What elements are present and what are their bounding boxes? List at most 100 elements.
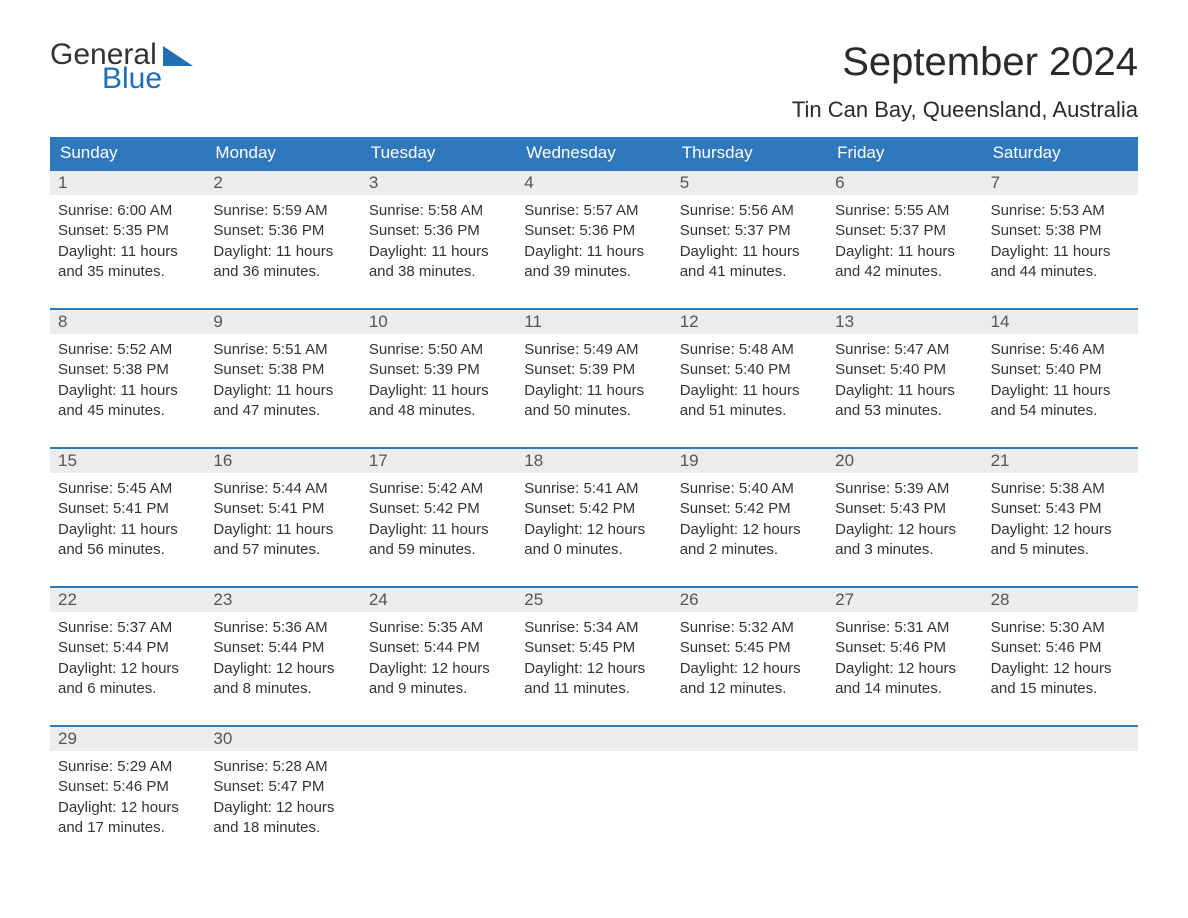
daylight-text-line1: Daylight: 12 hours bbox=[680, 520, 819, 540]
day-cell: Sunrise: 6:00 AMSunset: 5:35 PMDaylight:… bbox=[50, 195, 205, 292]
daylight-text-line2: and 3 minutes. bbox=[835, 540, 974, 560]
title-block: September 2024 Tin Can Bay, Queensland, … bbox=[792, 40, 1138, 123]
day-number bbox=[983, 727, 1138, 751]
day-number bbox=[827, 727, 982, 751]
sunrise-text: Sunrise: 5:32 AM bbox=[680, 618, 819, 638]
sunrise-text: Sunrise: 5:29 AM bbox=[58, 757, 197, 777]
day-number: 13 bbox=[827, 310, 982, 334]
sunrise-text: Sunrise: 5:58 AM bbox=[369, 201, 508, 221]
daylight-text-line1: Daylight: 11 hours bbox=[58, 381, 197, 401]
day-number: 26 bbox=[672, 588, 827, 612]
day-cell: Sunrise: 5:59 AMSunset: 5:36 PMDaylight:… bbox=[205, 195, 360, 292]
daylight-text-line1: Daylight: 12 hours bbox=[58, 659, 197, 679]
day-cell: Sunrise: 5:58 AMSunset: 5:36 PMDaylight:… bbox=[361, 195, 516, 292]
daylight-text-line2: and 17 minutes. bbox=[58, 818, 197, 838]
daylight-text-line1: Daylight: 11 hours bbox=[835, 381, 974, 401]
day-number: 29 bbox=[50, 727, 205, 751]
sunset-text: Sunset: 5:36 PM bbox=[369, 221, 508, 241]
day-header: Friday bbox=[827, 137, 982, 169]
day-cell bbox=[516, 751, 671, 848]
day-number: 12 bbox=[672, 310, 827, 334]
day-cell: Sunrise: 5:55 AMSunset: 5:37 PMDaylight:… bbox=[827, 195, 982, 292]
daylight-text-line2: and 41 minutes. bbox=[680, 262, 819, 282]
sunset-text: Sunset: 5:44 PM bbox=[213, 638, 352, 658]
daylight-text-line1: Daylight: 11 hours bbox=[369, 381, 508, 401]
page-header: General Blue September 2024 Tin Can Bay,… bbox=[50, 40, 1138, 123]
daylight-text-line1: Daylight: 12 hours bbox=[524, 659, 663, 679]
day-number: 9 bbox=[205, 310, 360, 334]
day-cell: Sunrise: 5:35 AMSunset: 5:44 PMDaylight:… bbox=[361, 612, 516, 709]
daylight-text-line1: Daylight: 12 hours bbox=[213, 798, 352, 818]
daylight-text-line2: and 36 minutes. bbox=[213, 262, 352, 282]
day-cell: Sunrise: 5:28 AMSunset: 5:47 PMDaylight:… bbox=[205, 751, 360, 848]
day-cell: Sunrise: 5:49 AMSunset: 5:39 PMDaylight:… bbox=[516, 334, 671, 431]
day-number: 23 bbox=[205, 588, 360, 612]
daylight-text-line2: and 50 minutes. bbox=[524, 401, 663, 421]
daylight-text-line2: and 48 minutes. bbox=[369, 401, 508, 421]
daylight-text-line2: and 12 minutes. bbox=[680, 679, 819, 699]
daylight-text-line2: and 57 minutes. bbox=[213, 540, 352, 560]
day-number-row: 2930 bbox=[50, 727, 1138, 751]
sunrise-text: Sunrise: 5:51 AM bbox=[213, 340, 352, 360]
day-number: 3 bbox=[361, 171, 516, 195]
sunrise-text: Sunrise: 5:31 AM bbox=[835, 618, 974, 638]
day-number: 4 bbox=[516, 171, 671, 195]
day-cell: Sunrise: 5:48 AMSunset: 5:40 PMDaylight:… bbox=[672, 334, 827, 431]
sunset-text: Sunset: 5:46 PM bbox=[835, 638, 974, 658]
sunrise-text: Sunrise: 5:46 AM bbox=[991, 340, 1130, 360]
sunset-text: Sunset: 5:42 PM bbox=[524, 499, 663, 519]
day-cell bbox=[983, 751, 1138, 848]
day-number: 20 bbox=[827, 449, 982, 473]
sunset-text: Sunset: 5:40 PM bbox=[680, 360, 819, 380]
sunrise-text: Sunrise: 5:30 AM bbox=[991, 618, 1130, 638]
daylight-text-line2: and 47 minutes. bbox=[213, 401, 352, 421]
sunrise-text: Sunrise: 5:56 AM bbox=[680, 201, 819, 221]
sunrise-text: Sunrise: 5:48 AM bbox=[680, 340, 819, 360]
daylight-text-line1: Daylight: 11 hours bbox=[58, 242, 197, 262]
day-number: 25 bbox=[516, 588, 671, 612]
sunset-text: Sunset: 5:43 PM bbox=[991, 499, 1130, 519]
calendar-header-row: Sunday Monday Tuesday Wednesday Thursday… bbox=[50, 137, 1138, 169]
daylight-text-line2: and 53 minutes. bbox=[835, 401, 974, 421]
day-cell: Sunrise: 5:31 AMSunset: 5:46 PMDaylight:… bbox=[827, 612, 982, 709]
day-number: 16 bbox=[205, 449, 360, 473]
sunset-text: Sunset: 5:42 PM bbox=[680, 499, 819, 519]
day-cell: Sunrise: 5:45 AMSunset: 5:41 PMDaylight:… bbox=[50, 473, 205, 570]
daylight-text-line1: Daylight: 12 hours bbox=[835, 659, 974, 679]
sunrise-text: Sunrise: 5:40 AM bbox=[680, 479, 819, 499]
day-header: Thursday bbox=[672, 137, 827, 169]
day-number: 24 bbox=[361, 588, 516, 612]
day-cell: Sunrise: 5:38 AMSunset: 5:43 PMDaylight:… bbox=[983, 473, 1138, 570]
day-cell: Sunrise: 5:57 AMSunset: 5:36 PMDaylight:… bbox=[516, 195, 671, 292]
daylight-text-line1: Daylight: 12 hours bbox=[680, 659, 819, 679]
day-cell bbox=[827, 751, 982, 848]
sunrise-text: Sunrise: 5:52 AM bbox=[58, 340, 197, 360]
sunset-text: Sunset: 5:44 PM bbox=[369, 638, 508, 658]
sunset-text: Sunset: 5:45 PM bbox=[524, 638, 663, 658]
day-number: 18 bbox=[516, 449, 671, 473]
daylight-text-line1: Daylight: 11 hours bbox=[524, 381, 663, 401]
sunset-text: Sunset: 5:38 PM bbox=[991, 221, 1130, 241]
sunset-text: Sunset: 5:40 PM bbox=[991, 360, 1130, 380]
calendar-week: 891011121314Sunrise: 5:52 AMSunset: 5:38… bbox=[50, 308, 1138, 431]
day-cell: Sunrise: 5:46 AMSunset: 5:40 PMDaylight:… bbox=[983, 334, 1138, 431]
daylight-text-line2: and 51 minutes. bbox=[680, 401, 819, 421]
daylight-text-line2: and 39 minutes. bbox=[524, 262, 663, 282]
day-cell: Sunrise: 5:42 AMSunset: 5:42 PMDaylight:… bbox=[361, 473, 516, 570]
sunrise-text: Sunrise: 5:41 AM bbox=[524, 479, 663, 499]
daylight-text-line1: Daylight: 11 hours bbox=[680, 242, 819, 262]
sunset-text: Sunset: 5:39 PM bbox=[524, 360, 663, 380]
day-cell: Sunrise: 5:40 AMSunset: 5:42 PMDaylight:… bbox=[672, 473, 827, 570]
calendar-week: 15161718192021Sunrise: 5:45 AMSunset: 5:… bbox=[50, 447, 1138, 570]
day-header: Tuesday bbox=[361, 137, 516, 169]
day-number-row: 891011121314 bbox=[50, 310, 1138, 334]
day-number: 8 bbox=[50, 310, 205, 334]
day-number: 22 bbox=[50, 588, 205, 612]
daylight-text-line1: Daylight: 11 hours bbox=[991, 242, 1130, 262]
daylight-text-line2: and 6 minutes. bbox=[58, 679, 197, 699]
sunset-text: Sunset: 5:36 PM bbox=[524, 221, 663, 241]
logo-text-blue: Blue bbox=[102, 64, 193, 94]
sunrise-text: Sunrise: 5:47 AM bbox=[835, 340, 974, 360]
sunrise-text: Sunrise: 5:35 AM bbox=[369, 618, 508, 638]
sunrise-text: Sunrise: 5:44 AM bbox=[213, 479, 352, 499]
